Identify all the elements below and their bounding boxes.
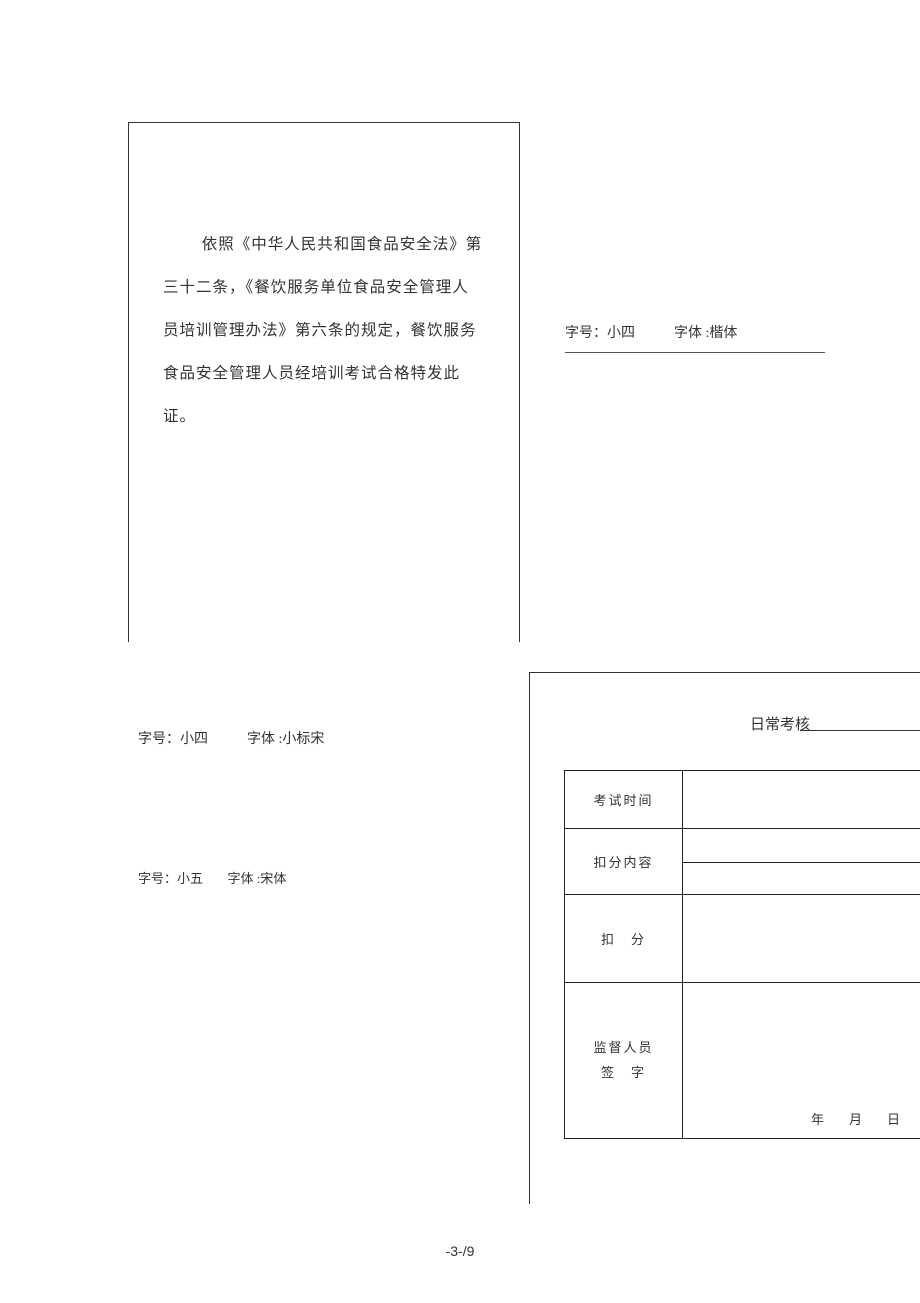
title-underline bbox=[800, 730, 920, 731]
certificate-box: 依照《中华人民共和国食品安全法》第三十二条，《餐饮服务单位食品安全管理人员培训管… bbox=[128, 122, 520, 642]
font-size-label: 字号：小四 bbox=[565, 326, 635, 341]
table-row: 考试时间 bbox=[565, 771, 920, 829]
font-family-label: 字体 :宋体 bbox=[228, 871, 287, 886]
font-family-label: 字体 :楷体 bbox=[674, 326, 737, 341]
font-size-label: 字号：小五 bbox=[138, 871, 203, 886]
row-label-exam-time: 考试时间 bbox=[565, 771, 683, 828]
row-value bbox=[683, 895, 920, 982]
certificate-text: 依照《中华人民共和国食品安全法》第三十二条，《餐饮服务单位食品安全管理人员培训管… bbox=[163, 223, 485, 438]
date-placeholder: 年 月 日 bbox=[811, 1109, 906, 1128]
supervisor-label-line2: 签 字 bbox=[601, 1061, 646, 1086]
font-family-label: 字体 :小标宋 bbox=[247, 732, 324, 747]
row-label-supervisor: 监督人员 签 字 bbox=[565, 983, 683, 1138]
font-size-label: 字号：小四 bbox=[138, 732, 208, 747]
table-row: 扣 分 bbox=[565, 895, 920, 983]
row-label-deduction: 扣 分 bbox=[565, 895, 683, 982]
sub-divider bbox=[682, 862, 920, 863]
row-value: 年 月 日 bbox=[683, 983, 920, 1138]
page-footer: -3-/9 bbox=[0, 1243, 920, 1259]
row-label-deduction-content: 扣分内容 bbox=[565, 829, 683, 894]
supervisor-label-line1: 监督人员 bbox=[593, 1036, 653, 1061]
assessment-table: 考试时间 扣分内容 扣 分 监督人员 签 字 年 月 日 bbox=[564, 770, 920, 1139]
row-value bbox=[683, 771, 920, 828]
font-note-2: 字号：小五 字体 :宋体 bbox=[138, 868, 286, 887]
font-note-right: 字号：小四 字体 :楷体 bbox=[565, 322, 825, 353]
font-note-1: 字号：小四 字体 :小标宋 bbox=[138, 728, 324, 748]
table-row: 监督人员 签 字 年 月 日 bbox=[565, 983, 920, 1139]
